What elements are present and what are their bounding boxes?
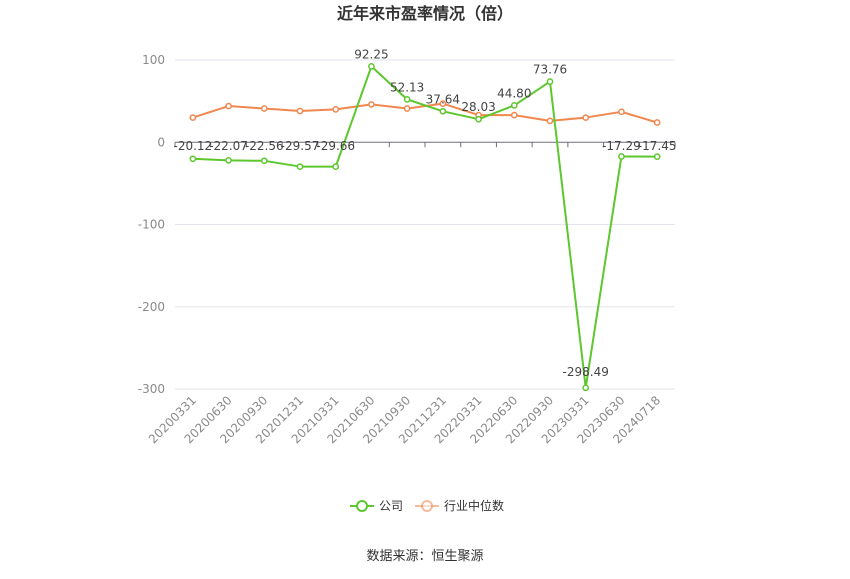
data-source-note: 数据来源：恒生聚源 — [366, 549, 484, 564]
legend-label: 行业中位数 — [444, 498, 504, 513]
data-label: 92.25 — [354, 47, 388, 61]
data-point — [403, 105, 411, 112]
data-point — [260, 105, 268, 112]
y-tick-label: 0 — [157, 135, 165, 149]
y-tick-label: -100 — [138, 218, 165, 232]
data-label: -22.56 — [245, 139, 284, 153]
data-point — [189, 155, 197, 163]
series-lines — [189, 63, 661, 392]
axes: 1000-100-200-300202003312020063020200930… — [138, 53, 676, 446]
y-tick-label: 100 — [142, 53, 165, 67]
data-point — [510, 102, 518, 109]
legend: 公司 行业中位数 — [350, 498, 504, 513]
data-label: -298.49 — [563, 365, 609, 379]
data-label: -29.66 — [316, 139, 355, 153]
data-label: 28.03 — [461, 100, 495, 114]
data-point — [510, 111, 518, 119]
data-point — [546, 117, 554, 125]
data-label: 44.80 — [497, 86, 531, 100]
data-label: -17.45 — [638, 139, 677, 153]
data-point — [225, 102, 232, 110]
data-point — [403, 96, 411, 103]
data-point — [475, 115, 482, 123]
data-label: -22.07 — [209, 139, 248, 153]
series-line — [192, 65, 658, 389]
chart-title: 近年来市盈率情况（倍） — [337, 4, 513, 23]
legend-symbol-marker — [421, 500, 433, 512]
data-point — [332, 163, 340, 170]
data-point — [618, 153, 625, 160]
data-label: 73.76 — [533, 63, 567, 77]
data-point — [332, 106, 340, 113]
data-point — [653, 119, 661, 126]
data-label: 37.64 — [426, 92, 460, 106]
data-point — [260, 157, 268, 165]
legend-label: 公司 — [379, 499, 403, 513]
data-label: 52.13 — [390, 80, 424, 94]
data-point — [296, 163, 304, 170]
data-point — [368, 101, 375, 108]
data-point — [225, 157, 232, 164]
legend-item: 行业中位数 — [415, 498, 504, 513]
legend-item: 公司 — [350, 499, 403, 513]
data-point — [618, 108, 625, 116]
gridlines — [175, 59, 675, 390]
data-label: -29.57 — [281, 139, 320, 153]
data-point — [582, 384, 590, 392]
y-tick-label: -200 — [138, 300, 165, 314]
data-point — [546, 78, 554, 85]
data-label: -17.29 — [602, 139, 641, 153]
data-label: -20.12 — [174, 139, 213, 153]
data-point — [189, 114, 197, 121]
data-point — [296, 107, 304, 115]
data-point — [653, 153, 661, 160]
y-tick-label: -300 — [138, 382, 165, 396]
data-point — [582, 114, 590, 121]
legend-symbol-marker — [356, 500, 368, 512]
data-point — [439, 107, 447, 115]
data-labels: -20.12-22.07-22.56-29.57-29.66 92.25 52.13… — [174, 47, 677, 378]
data-point — [368, 63, 375, 70]
data-point — [439, 100, 447, 107]
